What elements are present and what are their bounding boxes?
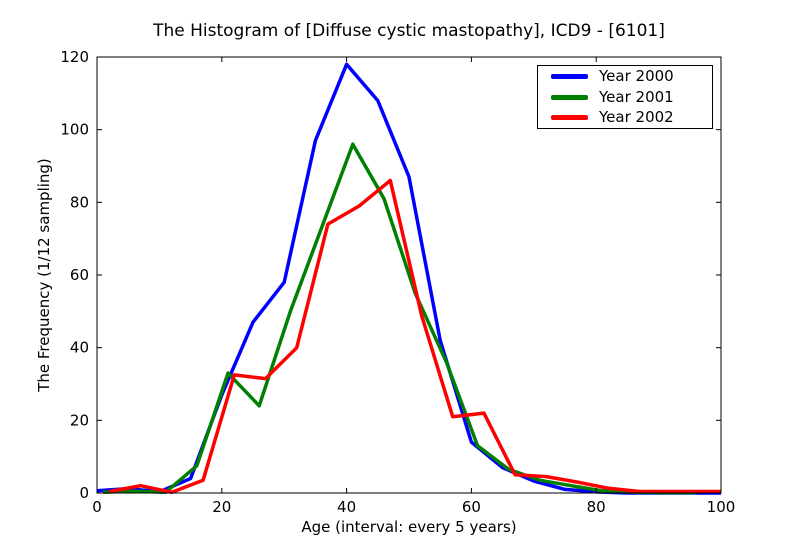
y-tick-label: 60 — [70, 266, 89, 284]
legend-item-year-2000: Year 2000 — [538, 67, 712, 87]
legend-label: Year 2002 — [599, 108, 674, 126]
legend-line-swatch-green — [551, 94, 588, 100]
x-tick-label: 0 — [92, 498, 102, 516]
y-tick-label: 120 — [60, 48, 89, 66]
legend-label: Year 2001 — [599, 87, 674, 106]
chart-title: The Histogram of [Diffuse cystic mastopa… — [153, 21, 665, 41]
legend-item-year-2001: Year 2001 — [538, 87, 712, 107]
legend-label: Year 2000 — [599, 67, 674, 85]
legend: Year 2000 Year 2001 Year 2002 — [537, 65, 713, 129]
y-tick-label: 100 — [60, 121, 89, 139]
x-tick-label: 80 — [587, 498, 606, 516]
x-tick-label: 40 — [337, 498, 356, 516]
x-tick-label: 20 — [212, 498, 231, 516]
y-tick-label: 80 — [70, 193, 89, 211]
y-axis-label: The Frequency (1/12 sampling) — [35, 158, 53, 392]
y-tick-label: 20 — [70, 411, 89, 429]
series-line-year-2002 — [109, 178, 721, 495]
x-tick-label: 60 — [462, 498, 481, 516]
series-line-year-2001 — [103, 142, 696, 495]
y-tick-label: 40 — [70, 339, 89, 357]
x-tick-label: 100 — [707, 498, 736, 516]
x-axis-label: Age (interval: every 5 years) — [301, 518, 517, 536]
legend-line-swatch-red — [551, 115, 588, 120]
y-tick-label: 0 — [79, 484, 89, 502]
legend-line-swatch-blue — [551, 74, 588, 79]
legend-item-year-2002: Year 2002 — [538, 108, 712, 128]
